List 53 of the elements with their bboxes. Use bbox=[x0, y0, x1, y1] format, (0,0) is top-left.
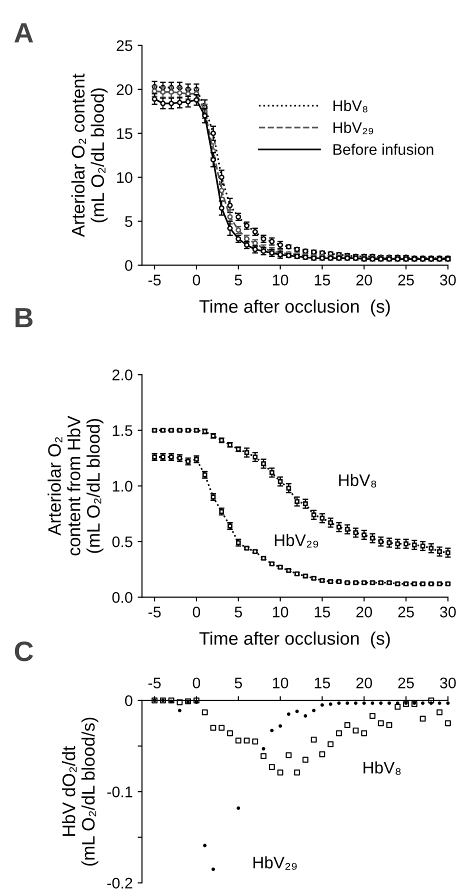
x-tick-label: 10 bbox=[272, 678, 288, 688]
x-tick-label: 25 bbox=[398, 678, 414, 688]
series-label: HbV₂₉ bbox=[274, 534, 318, 548]
y-axis-title: HbV dO₂/dt (mL O₂/dL blood/s) bbox=[62, 718, 98, 866]
x-tick-label: -5 bbox=[148, 606, 161, 618]
x-tick-label: 15 bbox=[314, 274, 330, 286]
y-tick-label: 0 bbox=[125, 260, 132, 271]
x-tick-label: 15 bbox=[314, 606, 330, 618]
x-tick-label: 25 bbox=[398, 606, 414, 618]
y-axis-title: Arteriolar O₂ content (mL O₂/dL blood) bbox=[71, 74, 108, 238]
y-tick-label: -0.1 bbox=[107, 786, 132, 798]
x-tick-label: 10 bbox=[272, 274, 288, 286]
x-tick-label: 25 bbox=[398, 274, 414, 286]
x-tick-label: 20 bbox=[356, 678, 372, 688]
y-tick-label: -0.2 bbox=[107, 878, 132, 889]
x-tick-label: 30 bbox=[440, 678, 456, 688]
y-tick-label: 1.5 bbox=[112, 425, 132, 436]
x-tick-label: -5 bbox=[148, 274, 161, 286]
x-tick-label: 0 bbox=[192, 606, 200, 618]
y-tick-label: 15 bbox=[117, 128, 132, 140]
y-tick-label: 0 bbox=[125, 695, 132, 706]
x-tick-label: 5 bbox=[234, 678, 242, 688]
x-tick-label: 20 bbox=[356, 606, 372, 618]
x-axis-title: Time after occlusion (s) bbox=[199, 300, 390, 316]
y-tick-label: 0.0 bbox=[112, 592, 132, 603]
x-tick-label: 5 bbox=[234, 274, 242, 286]
y-tick-label: 2.0 bbox=[112, 370, 132, 380]
x-tick-label: 0 bbox=[192, 678, 200, 688]
text: HbV₂₉ bbox=[253, 856, 297, 870]
y-tick-label: 10 bbox=[117, 172, 132, 183]
legend-label: HbV₈ bbox=[334, 100, 368, 112]
y-tick-label: 20 bbox=[116, 84, 132, 96]
y-tick-label: 1.0 bbox=[112, 480, 132, 492]
text: B bbox=[16, 308, 33, 328]
x-tick-label: 0 bbox=[192, 274, 200, 286]
text: A bbox=[14, 23, 34, 42]
x-tick-label: 30 bbox=[440, 274, 456, 286]
series-label: HbV₈ bbox=[339, 474, 376, 488]
y-tick-label: 0.5 bbox=[112, 536, 132, 548]
y-axis-title: Arteriolar O₂ content from HbV (mL O₂/dL blood) bbox=[48, 416, 104, 556]
x-tick-label: 30 bbox=[440, 606, 456, 618]
y-tick-label: 25 bbox=[116, 40, 132, 52]
y-tick-label: 5 bbox=[125, 216, 132, 227]
legend-label: HbV₂₉ bbox=[334, 122, 374, 134]
series-label: HbV₈ bbox=[364, 761, 401, 775]
x-tick-label: 10 bbox=[272, 606, 288, 618]
x-tick-label: 15 bbox=[314, 678, 330, 688]
x-axis-title: Time after occlusion (s) bbox=[199, 632, 390, 648]
x-tick-label: 5 bbox=[234, 606, 242, 618]
x-tick-label: 20 bbox=[356, 274, 372, 286]
x-tick-label: -5 bbox=[148, 678, 161, 688]
legend-label: Before infusion bbox=[334, 144, 434, 155]
text: C bbox=[14, 642, 34, 662]
